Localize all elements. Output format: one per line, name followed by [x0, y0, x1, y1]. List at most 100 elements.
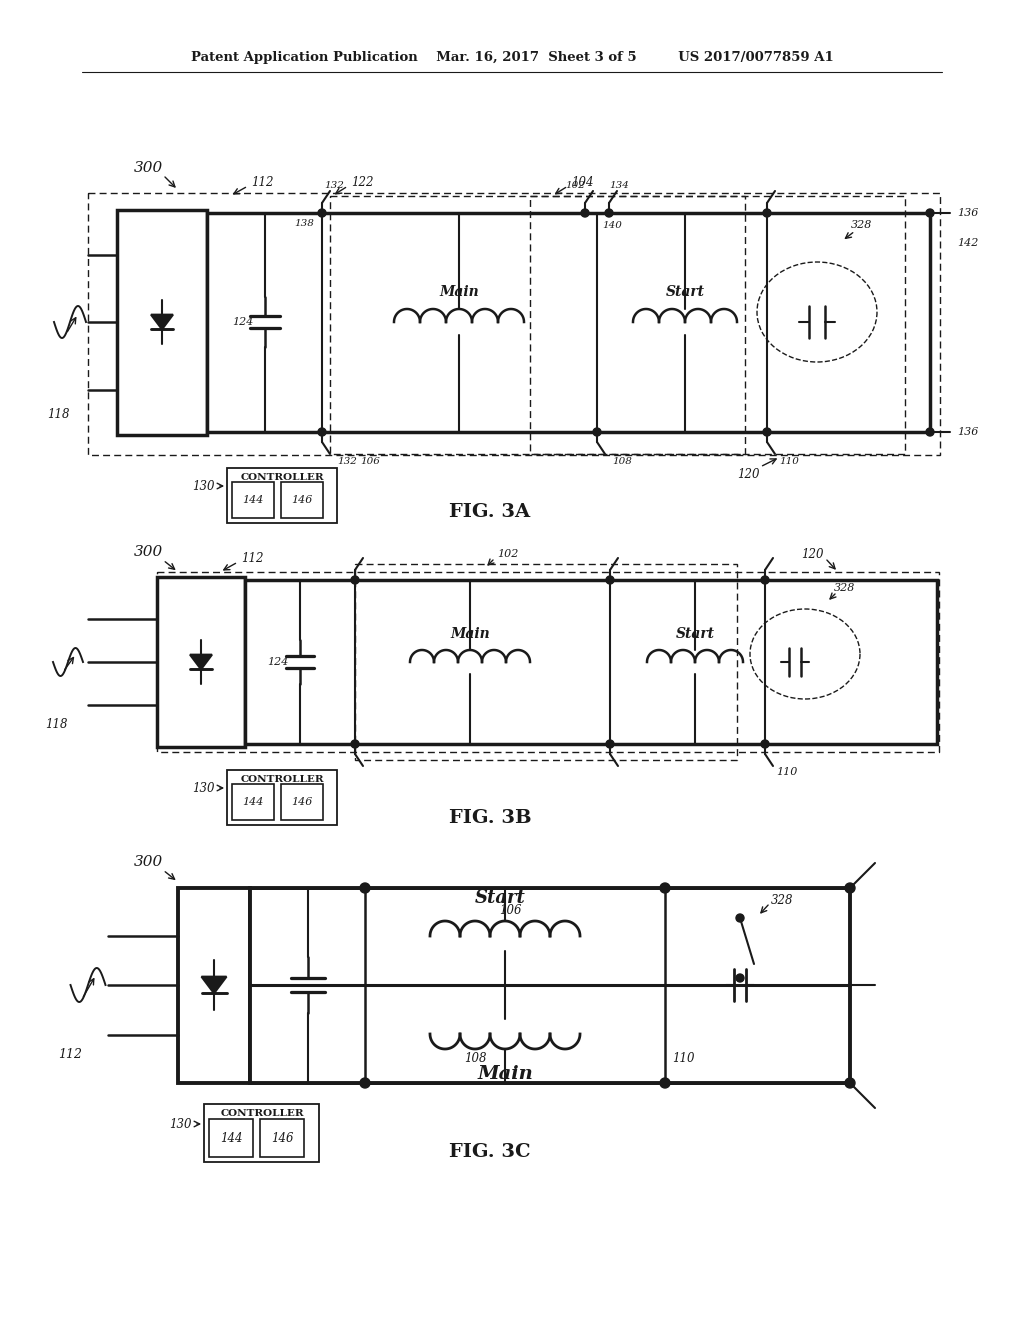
Circle shape [351, 576, 359, 583]
Text: 110: 110 [779, 458, 799, 466]
Polygon shape [202, 977, 226, 994]
Bar [209, 1119, 253, 1158]
Circle shape [845, 883, 855, 894]
Text: Main: Main [451, 627, 489, 642]
Text: 120: 120 [736, 467, 759, 480]
Circle shape [318, 209, 326, 216]
Text: 300: 300 [133, 161, 163, 176]
Circle shape [926, 209, 934, 216]
Bar [250, 888, 850, 1082]
Polygon shape [190, 655, 212, 669]
Circle shape [606, 576, 614, 583]
Text: 136: 136 [957, 426, 979, 437]
Circle shape [660, 1078, 670, 1088]
Text: 132: 132 [337, 458, 357, 466]
Bar [260, 1119, 304, 1158]
Text: 328: 328 [851, 220, 872, 230]
Bar [227, 770, 337, 825]
Text: 120: 120 [801, 548, 823, 561]
Text: 124: 124 [267, 657, 289, 667]
Bar [281, 784, 323, 820]
Circle shape [318, 428, 326, 436]
Circle shape [606, 741, 614, 748]
Text: FIG. 3B: FIG. 3B [449, 809, 531, 828]
Text: 112: 112 [58, 1048, 82, 1061]
Text: 144: 144 [243, 495, 264, 506]
Circle shape [761, 576, 769, 583]
Text: 144: 144 [243, 797, 264, 807]
Text: 130: 130 [169, 1118, 191, 1130]
Text: 102: 102 [565, 181, 585, 190]
Text: 112: 112 [251, 177, 273, 190]
Circle shape [926, 428, 934, 436]
Text: 108: 108 [612, 458, 632, 466]
Bar [227, 469, 337, 523]
Text: 140: 140 [602, 220, 622, 230]
Text: 130: 130 [191, 479, 214, 492]
Bar [204, 1104, 319, 1162]
Circle shape [605, 209, 613, 216]
Text: 108: 108 [464, 1052, 486, 1064]
Bar [157, 572, 939, 752]
Text: 132: 132 [324, 181, 344, 190]
Bar [530, 195, 905, 454]
Bar [178, 888, 250, 1082]
Circle shape [351, 741, 359, 748]
Bar [281, 482, 323, 517]
Text: CONTROLLER: CONTROLLER [220, 1110, 304, 1118]
Text: 300: 300 [133, 545, 163, 558]
Text: 144: 144 [220, 1131, 243, 1144]
Circle shape [593, 428, 601, 436]
Text: 124: 124 [232, 317, 254, 327]
Text: 110: 110 [672, 1052, 694, 1064]
Text: Main: Main [439, 285, 479, 300]
Circle shape [736, 974, 744, 982]
Text: FIG. 3C: FIG. 3C [450, 1143, 530, 1162]
Bar [207, 213, 930, 432]
Text: 130: 130 [191, 781, 214, 795]
Text: 328: 328 [771, 894, 794, 907]
Bar [88, 193, 940, 455]
Text: 118: 118 [45, 718, 68, 731]
Bar [355, 564, 737, 760]
Text: 142: 142 [957, 238, 979, 248]
Text: 118: 118 [47, 408, 70, 421]
Text: FIG. 3A: FIG. 3A [450, 503, 530, 521]
Bar [245, 579, 937, 744]
Polygon shape [151, 314, 173, 329]
Text: 300: 300 [133, 855, 163, 869]
Text: 102: 102 [498, 549, 519, 558]
Circle shape [360, 883, 370, 894]
Text: 136: 136 [957, 209, 979, 218]
Bar [117, 210, 207, 436]
Text: 110: 110 [776, 767, 798, 777]
Text: 104: 104 [570, 177, 593, 190]
Text: Start: Start [676, 627, 715, 642]
Text: 122: 122 [351, 177, 374, 190]
Text: 146: 146 [270, 1131, 293, 1144]
Text: 106: 106 [360, 458, 380, 466]
Text: Main: Main [477, 1065, 532, 1082]
Circle shape [761, 741, 769, 748]
Bar [232, 482, 274, 517]
Text: 138: 138 [294, 219, 314, 227]
Circle shape [763, 209, 771, 216]
Circle shape [763, 428, 771, 436]
Text: CONTROLLER: CONTROLLER [241, 473, 324, 482]
Circle shape [660, 883, 670, 894]
Text: 134: 134 [609, 181, 629, 190]
Text: 146: 146 [291, 797, 312, 807]
Text: 106: 106 [499, 903, 521, 916]
Circle shape [845, 1078, 855, 1088]
Text: 146: 146 [291, 495, 312, 506]
Bar [330, 195, 745, 454]
Bar [232, 784, 274, 820]
Text: Start: Start [666, 285, 705, 300]
Text: Start: Start [474, 888, 525, 907]
Circle shape [581, 209, 589, 216]
Text: 328: 328 [835, 583, 856, 593]
Text: Patent Application Publication    Mar. 16, 2017  Sheet 3 of 5         US 2017/00: Patent Application Publication Mar. 16, … [190, 51, 834, 65]
Text: 112: 112 [241, 552, 263, 565]
Text: CONTROLLER: CONTROLLER [241, 775, 324, 784]
Bar [157, 577, 245, 747]
